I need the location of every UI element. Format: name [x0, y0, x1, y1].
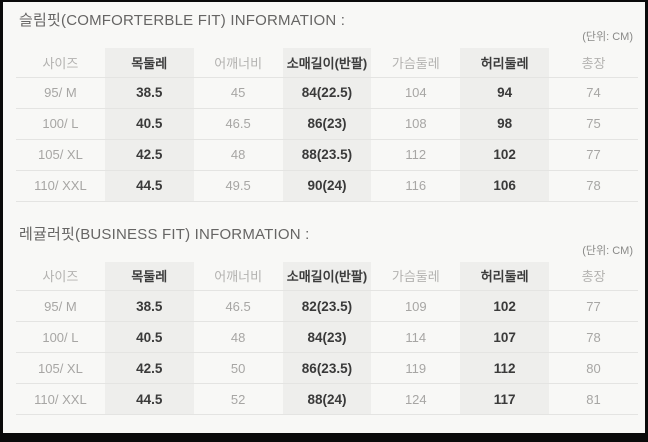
regular-fit-table: 사이즈 목둘레 어깨너비 소매길이(반팔) 가슴둘레 허리둘레 총장 95/ M 38.5 46.…	[16, 261, 638, 415]
value-cell: 40.5	[104, 108, 194, 140]
value-cell: 106	[460, 170, 550, 202]
table-row: 100/ L 40.5 48 84(23) 114 107 78	[16, 321, 638, 353]
slim-fit-section: 슬림핏(COMFORTERBLE FIT) INFORMATION : (단위:…	[16, 12, 638, 202]
value-cell: 48	[193, 139, 283, 171]
table-row: 105/ XL 42.5 50 86(23.5) 119 112 80	[16, 352, 638, 384]
value-cell: 38.5	[104, 290, 194, 322]
value-cell: 107	[460, 321, 550, 353]
header-cell-2: 어깨너비	[193, 261, 283, 291]
regular-fit-title: 레귤러핏(BUSINESS FIT) INFORMATION :	[19, 225, 310, 243]
value-cell: 45	[193, 77, 283, 109]
value-cell: 42.5	[104, 139, 194, 171]
value-cell: 40.5	[104, 321, 194, 353]
header-cell-4: 가슴둘레	[371, 48, 461, 78]
header-row: 사이즈 목둘레 어깨너비 소매길이(반팔) 가슴둘레 허리둘레 총장	[16, 261, 638, 291]
header-cell-6: 총장	[549, 261, 638, 291]
value-cell: 114	[371, 321, 461, 353]
value-cell: 52	[193, 383, 283, 415]
value-cell: 94	[460, 77, 550, 109]
regular-fit-section: 레귤러핏(BUSINESS FIT) INFORMATION : (단위: CM…	[16, 225, 638, 415]
value-cell: 102	[460, 139, 550, 171]
value-cell: 78	[549, 170, 638, 202]
value-cell: 81	[549, 383, 638, 415]
value-cell: 46.5	[193, 290, 283, 322]
value-cell: 46.5	[193, 108, 283, 140]
value-cell: 49.5	[193, 170, 283, 202]
header-cell-3: 소매길이(반팔)	[282, 261, 372, 291]
value-cell: 77	[549, 290, 638, 322]
table-row: 100/ L 40.5 46.5 86(23) 108 98 75	[16, 108, 638, 140]
value-cell: 112	[460, 352, 550, 384]
header-cell-0: 사이즈	[16, 48, 105, 78]
size-cell: 110/ XXL	[16, 170, 105, 202]
value-cell: 112	[371, 139, 461, 171]
size-cell: 105/ XL	[16, 352, 105, 384]
value-cell: 119	[371, 352, 461, 384]
value-cell: 124	[371, 383, 461, 415]
header-cell-4: 가슴둘레	[371, 261, 461, 291]
table-row: 110/ XXL 44.5 49.5 90(24) 116 106 78	[16, 170, 638, 202]
value-cell: 86(23.5)	[282, 352, 372, 384]
value-cell: 78	[549, 321, 638, 353]
value-cell: 86(23)	[282, 108, 372, 140]
value-cell: 90(24)	[282, 170, 372, 202]
header-cell-6: 총장	[549, 48, 638, 78]
value-cell: 44.5	[104, 383, 194, 415]
value-cell: 74	[549, 77, 638, 109]
header-cell-5: 허리둘레	[460, 48, 550, 78]
value-cell: 50	[193, 352, 283, 384]
size-cell: 110/ XXL	[16, 383, 105, 415]
value-cell: 116	[371, 170, 461, 202]
value-cell: 75	[549, 108, 638, 140]
slim-fit-table: 사이즈 목둘레 어깨너비 소매길이(반팔) 가슴둘레 허리둘레 총장 95/ M 38.5 45 8…	[16, 48, 638, 202]
value-cell: 117	[460, 383, 550, 415]
value-cell: 77	[549, 139, 638, 171]
value-cell: 109	[371, 290, 461, 322]
table-row: 95/ M 38.5 46.5 82(23.5) 109 102 77	[16, 290, 638, 322]
value-cell: 82(23.5)	[282, 290, 372, 322]
value-cell: 88(23.5)	[282, 139, 372, 171]
slim-fit-title: 슬림핏(COMFORTERBLE FIT) INFORMATION :	[19, 12, 346, 29]
table-row: 95/ M 38.5 45 84(22.5) 104 94 74	[16, 77, 638, 109]
header-cell-2: 어깨너비	[193, 48, 283, 78]
value-cell: 88(24)	[282, 383, 372, 415]
header-cell-3: 소매길이(반팔)	[282, 48, 372, 78]
size-cell: 95/ M	[16, 77, 105, 109]
slim-fit-unit-label: (단위: CM)	[582, 31, 633, 43]
header-row: 사이즈 목둘레 어깨너비 소매길이(반팔) 가슴둘레 허리둘레 총장	[16, 48, 638, 78]
size-cell: 100/ L	[16, 321, 105, 353]
header-cell-1: 목둘레	[104, 261, 194, 291]
header-cell-5: 허리둘레	[460, 261, 550, 291]
value-cell: 44.5	[104, 170, 194, 202]
value-cell: 104	[371, 77, 461, 109]
value-cell: 48	[193, 321, 283, 353]
value-cell: 108	[371, 108, 461, 140]
table-row: 110/ XXL 44.5 52 88(24) 124 117 81	[16, 383, 638, 415]
value-cell: 102	[460, 290, 550, 322]
value-cell: 84(23)	[282, 321, 372, 353]
value-cell: 80	[549, 352, 638, 384]
size-cell: 95/ M	[16, 290, 105, 322]
value-cell: 38.5	[104, 77, 194, 109]
header-cell-1: 목둘레	[104, 48, 194, 78]
value-cell: 98	[460, 108, 550, 140]
size-cell: 105/ XL	[16, 139, 105, 171]
header-cell-0: 사이즈	[16, 261, 105, 291]
regular-fit-unit-label: (단위: CM)	[582, 244, 633, 257]
table-row: 105/ XL 42.5 48 88(23.5) 112 102 77	[16, 139, 638, 171]
value-cell: 42.5	[104, 352, 194, 384]
size-cell: 100/ L	[16, 108, 105, 140]
value-cell: 84(22.5)	[282, 77, 372, 109]
